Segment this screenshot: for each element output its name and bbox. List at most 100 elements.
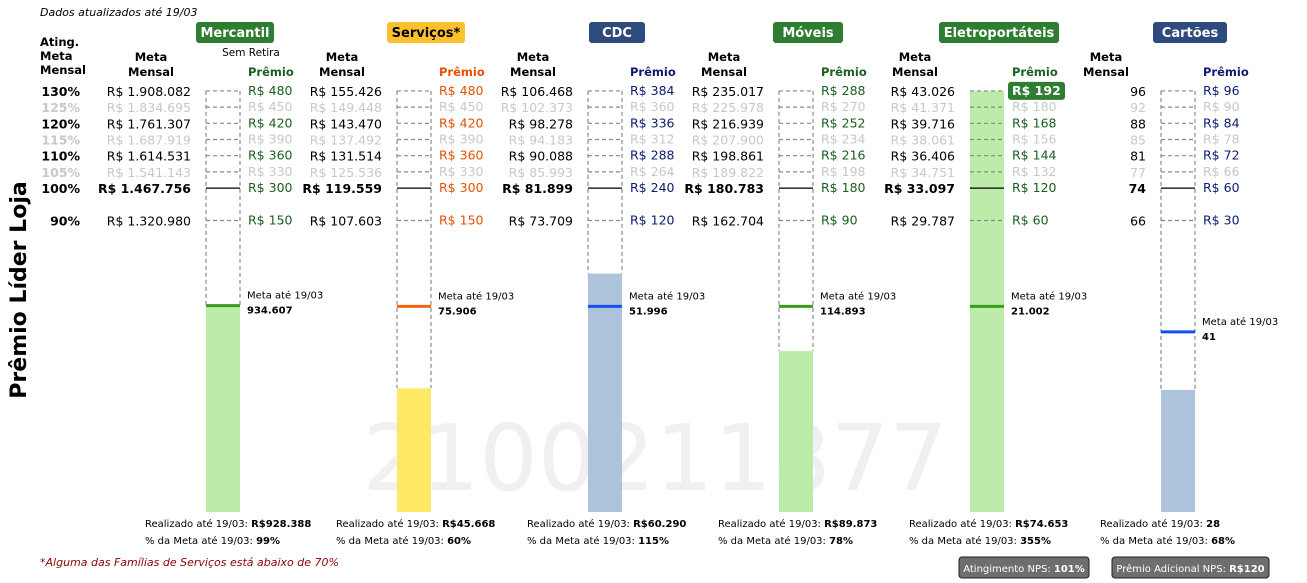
meta-value: R$ 94.183: [509, 133, 573, 148]
premio-value: R$ 252: [821, 115, 865, 130]
premio-value: R$ 300: [439, 180, 484, 195]
premio-value: R$ 360: [248, 148, 293, 163]
premio-value: R$ 216: [821, 148, 866, 163]
premio-header: Prêmio: [1203, 65, 1249, 79]
meta-value: R$ 1.908.082: [107, 84, 191, 99]
pct-meta-text: % da Meta até 19/03: 99%: [145, 535, 280, 547]
family-badge: [939, 22, 1059, 43]
premio-value: R$ 300: [248, 180, 293, 195]
meta-ate-value: 51.996: [629, 306, 668, 317]
meta-header: Meta: [135, 50, 168, 64]
premio-value: R$ 234: [821, 132, 866, 147]
meta-value: R$ 143.470: [310, 116, 382, 131]
meta-ate-label: Meta até 19/03: [629, 290, 705, 302]
meta-value: R$ 119.559: [302, 181, 382, 196]
premio-value: R$ 288: [630, 148, 675, 163]
premio-value: R$ 450: [439, 99, 484, 114]
pct-meta-text: % da Meta até 19/03: 355%: [909, 535, 1051, 547]
premio-value: R$ 84: [1203, 115, 1240, 130]
premio-value: R$ 312: [630, 132, 674, 147]
pct-meta-text: % da Meta até 19/03: 115%: [527, 535, 669, 547]
meta-value: R$ 155.426: [310, 84, 382, 99]
ating-level-label: 100%: [41, 181, 80, 196]
meta-header: Mensal: [128, 65, 174, 79]
nps-badge-text: Atingimento NPS: 101%: [963, 564, 1085, 575]
meta-value: R$ 102.373: [501, 100, 573, 115]
premio-value: R$ 60: [1203, 180, 1240, 195]
ating-level-label: 125%: [41, 100, 80, 115]
ating-level-label: 115%: [41, 133, 80, 148]
nps-badges: Atingimento NPS: 101% Prêmio Adicional NP…: [958, 556, 1270, 579]
premio-value: R$ 198: [821, 164, 866, 179]
pct-meta-text: % da Meta até 19/03: 68%: [1100, 535, 1235, 547]
pct-meta-text: % da Meta até 19/03: 60%: [336, 535, 471, 547]
meta-ate-label: Meta até 19/03: [820, 290, 896, 302]
meta-header: Meta: [517, 50, 550, 64]
meta-value: R$ 131.514: [310, 149, 382, 164]
meta-value: R$ 207.900: [692, 133, 764, 148]
premio-nps-badge: [1111, 556, 1270, 579]
meta-value: R$ 1.541.143: [107, 165, 191, 180]
realizado-bar: [397, 388, 431, 512]
meta-value: R$ 1.467.756: [98, 181, 191, 196]
premio-value: R$ 96: [1203, 83, 1240, 98]
meta-value: R$ 149.448: [310, 100, 382, 115]
meta-value: 81: [1130, 149, 1146, 164]
meta-value: R$ 36.406: [891, 149, 955, 164]
meta-value: R$ 1.614.531: [107, 149, 191, 164]
premio-value: R$ 330: [248, 164, 293, 179]
premio-value: R$ 420: [248, 115, 293, 130]
meta-ate-label: Meta até 19/03: [438, 290, 514, 302]
meta-header: Mensal: [319, 65, 365, 79]
meta-value: R$ 1.687.919: [107, 133, 191, 148]
premio-value: R$ 336: [630, 115, 675, 130]
meta-value: R$ 198.861: [692, 149, 764, 164]
premio-value: R$ 132: [1012, 164, 1056, 179]
realizado-text: Realizado até 19/03: R$928.388: [145, 518, 311, 530]
meta-ate-value: 21.002: [1011, 306, 1050, 317]
meta-value: R$ 235.017: [692, 84, 764, 99]
meta-value: 85: [1130, 133, 1146, 148]
meta-ate-label: Meta até 19/03: [247, 290, 323, 302]
meta-value: R$ 1.320.980: [107, 213, 191, 228]
realizado-text: Realizado até 19/03: R$89.873: [718, 518, 877, 530]
pct-meta-text: % da Meta até 19/03: 78%: [718, 535, 853, 547]
family-badge: [773, 22, 843, 43]
meta-header: Meta: [326, 50, 359, 64]
family-name: Eletroportáteis: [944, 26, 1055, 41]
meta-value: R$ 216.939: [692, 116, 764, 131]
premio-header: Prêmio: [439, 65, 485, 79]
premio-value: R$ 390: [439, 132, 484, 147]
meta-value: 88: [1130, 116, 1146, 131]
premio-value: R$ 480: [248, 83, 293, 98]
meta-value: R$ 98.278: [509, 116, 573, 131]
premio-value: R$ 180: [1012, 99, 1057, 114]
premio-header: Prêmio: [248, 65, 294, 79]
premio-value: R$ 360: [630, 99, 675, 114]
meta-value: R$ 125.536: [310, 165, 382, 180]
meta-value: R$ 180.783: [684, 181, 764, 196]
meta-header: Mensal: [1083, 65, 1129, 79]
premio-value: R$ 168: [1012, 115, 1057, 130]
nps-badge: [958, 556, 1090, 579]
family-name: Cartões: [1162, 26, 1219, 41]
meta-value: R$ 106.468: [501, 84, 573, 99]
ating-level-label: 105%: [41, 165, 80, 180]
meta-ate-value: 114.893: [820, 306, 866, 317]
meta-value: R$ 34.751: [891, 165, 955, 180]
premio-value: R$ 480: [439, 83, 484, 98]
premio-value: R$ 150: [439, 212, 484, 227]
family-name: CDC: [602, 26, 632, 41]
premio-value: R$ 360: [439, 148, 484, 163]
meta-value: R$ 33.097: [884, 181, 955, 196]
footnote: *Alguma das Famílias de Serviços está ab…: [40, 556, 339, 569]
realizado-text: Realizado até 19/03: 28: [1100, 518, 1220, 530]
premio-value: R$ 384: [630, 83, 675, 98]
premio-value: R$ 78: [1203, 132, 1240, 147]
premio-value: R$ 144: [1012, 148, 1057, 163]
ating-level-label: 110%: [41, 149, 80, 164]
